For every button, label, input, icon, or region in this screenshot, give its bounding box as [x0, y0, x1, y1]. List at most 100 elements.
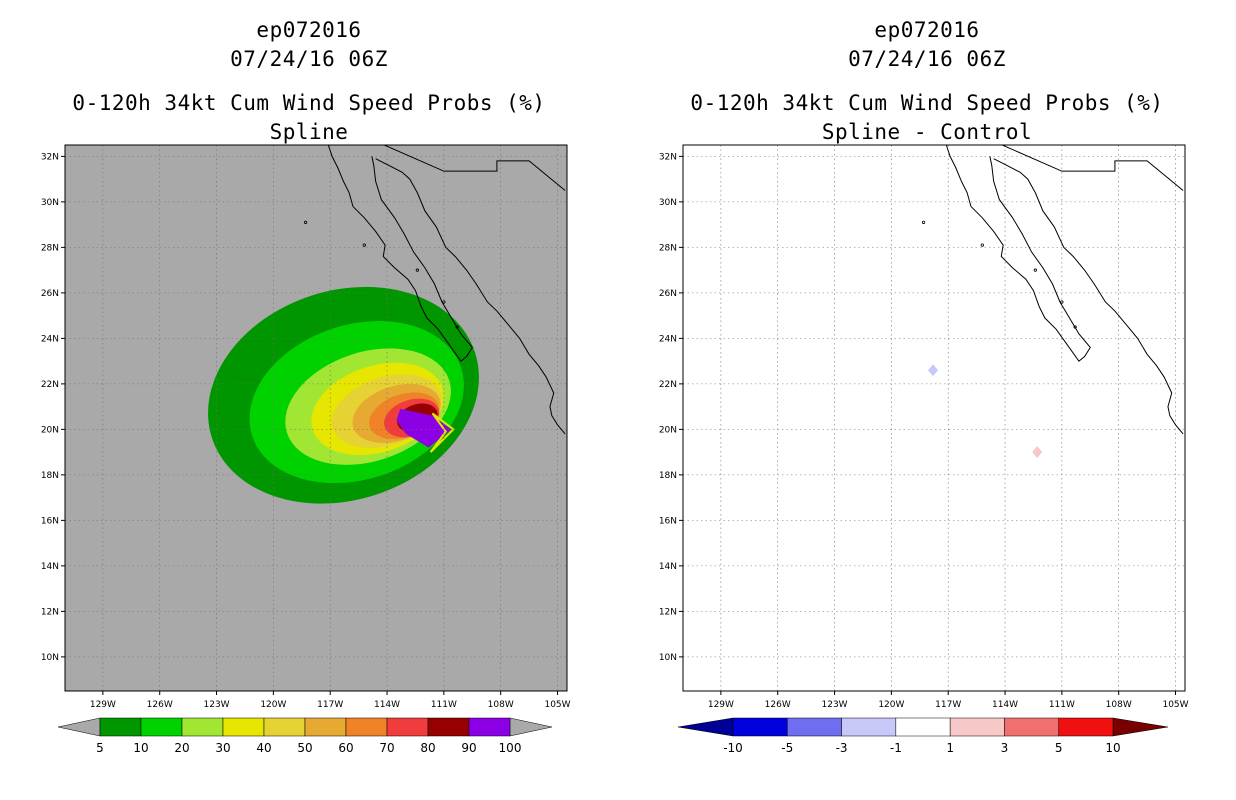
colorbar-swatch: [263, 717, 306, 737]
x-tick-label: 126W: [147, 700, 173, 710]
island: [1033, 268, 1037, 272]
colorbar-swatch: [181, 717, 224, 737]
colorbar-swatch: [345, 717, 388, 737]
x-tick-label: 108W: [488, 700, 514, 710]
mainland-coastline: [993, 158, 1184, 435]
colorbar-high-arrow: [1112, 717, 1169, 737]
x-tick-label: 105W: [1162, 700, 1188, 710]
colorbar-label: 90: [461, 741, 476, 755]
island: [455, 325, 459, 329]
colorbar-swatch: [468, 717, 511, 737]
colorbar-swatch: [427, 717, 470, 737]
storm-edge: [429, 412, 455, 453]
mainland-coastline: [375, 158, 566, 435]
storm-id-title: ep072016: [256, 18, 362, 42]
colorbar-label: 60: [338, 741, 353, 755]
y-tick-label: 14N: [659, 562, 677, 572]
y-tick-label: 10N: [659, 653, 677, 663]
y-tick-label: 28N: [41, 243, 59, 253]
x-tick-label: 123W: [204, 700, 230, 710]
subtitle: Spline: [269, 120, 349, 144]
colorbar-label: 40: [256, 741, 271, 755]
border-line: [382, 145, 566, 191]
date-title: 07/24/16 06Z: [230, 47, 388, 71]
colorbar-label: 10: [1105, 741, 1120, 755]
baja-coastline: [327, 145, 473, 362]
colorbar-high-arrow: [509, 717, 553, 737]
colorbar-label: -1: [890, 741, 902, 755]
colorbar-swatch: [140, 717, 183, 737]
colorbar-label: 5: [96, 741, 104, 755]
colorbar-swatch: [841, 717, 897, 737]
colorbar-label: 50: [297, 741, 312, 755]
x-tick-label: 108W: [1106, 700, 1132, 710]
colorbar-label: 100: [499, 741, 522, 755]
colorbar-swatch: [895, 717, 951, 737]
colorbar-swatch: [732, 717, 788, 737]
y-tick-label: 10N: [41, 653, 59, 663]
island: [415, 268, 419, 272]
x-tick-label: 114W: [992, 700, 1018, 710]
island: [303, 220, 308, 224]
y-tick-label: 12N: [41, 607, 59, 617]
y-tick-label: 12N: [659, 607, 677, 617]
x-tick-label: 120W: [878, 700, 904, 710]
y-tick-label: 32N: [41, 152, 59, 162]
x-tick-label: 105W: [544, 700, 570, 710]
x-tick-label: 126W: [765, 700, 791, 710]
x-tick-label: 111W: [1049, 700, 1075, 710]
contour-100: [396, 408, 452, 448]
colorbar-swatch: [787, 717, 842, 737]
colorbar-label: -3: [836, 741, 848, 755]
colorbar-swatch: [99, 717, 142, 737]
y-tick-label: 30N: [41, 198, 59, 208]
x-tick-label: 114W: [374, 700, 400, 710]
y-tick-label: 20N: [41, 425, 59, 435]
x-tick-label: 129W: [708, 700, 734, 710]
y-tick-label: 22N: [41, 380, 59, 390]
colorbar-label: 10: [133, 741, 148, 755]
y-tick-label: 14N: [41, 562, 59, 572]
island: [1060, 300, 1064, 304]
colorbar-label: 3: [1001, 741, 1009, 755]
plot-frame: [64, 144, 568, 692]
colorbar-label: 1: [946, 741, 954, 755]
probability-map: 32N 30N 28N 26N 24N 22N 20N 18N 16N 14N 12N 10N 129W…: [41, 144, 571, 710]
right-panel: ep072016 07/24/16 06Z 0-120h 34kt Cum Wi…: [618, 0, 1236, 800]
y-tick-label: 18N: [41, 471, 59, 481]
x-tick-label: 117W: [935, 700, 961, 710]
left-panel: ep072016 07/24/16 06Z 0-120h 34kt Cum Wi…: [41, 18, 571, 755]
colorbar-label: 80: [420, 741, 435, 755]
y-tick-label: 16N: [659, 516, 677, 526]
x-tick-label: 129W: [90, 700, 116, 710]
colorbar-label: 20: [174, 741, 189, 755]
colorbar-swatch: [949, 717, 1005, 737]
plot-frame: [682, 144, 1186, 692]
colorbar-swatch: [386, 717, 429, 737]
y-tick-label: 28N: [659, 243, 677, 253]
colorbar-swatch: [1058, 717, 1114, 737]
colorbar-swatch: [222, 717, 265, 737]
product-title: 0-120h 34kt Cum Wind Speed Probs (%): [72, 91, 546, 115]
baja-coastline: [945, 145, 1091, 362]
product-title: 0-120h 34kt Cum Wind Speed Probs (%): [690, 91, 1164, 115]
y-tick-label: 18N: [659, 471, 677, 481]
y-tick-label: 30N: [659, 198, 677, 208]
y-tick-label: 32N: [659, 152, 677, 162]
date-title: 07/24/16 06Z: [848, 47, 1006, 71]
border-line: [1000, 145, 1184, 191]
anomaly-positive: [1032, 446, 1043, 459]
y-tick-label: 16N: [41, 516, 59, 526]
x-tick-label: 123W: [822, 700, 848, 710]
x-tick-label: 117W: [317, 700, 343, 710]
plot-background: [683, 145, 1185, 691]
island: [921, 220, 926, 224]
y-tick-label: 22N: [659, 380, 677, 390]
subtitle: Spline - Control: [821, 120, 1033, 144]
colorbar-label: -5: [781, 741, 793, 755]
island: [362, 243, 366, 247]
y-tick-label: 24N: [41, 334, 59, 344]
colorbar-low-arrow: [677, 717, 734, 737]
x-tick-label: 111W: [431, 700, 457, 710]
y-tick-label: 26N: [41, 289, 59, 299]
